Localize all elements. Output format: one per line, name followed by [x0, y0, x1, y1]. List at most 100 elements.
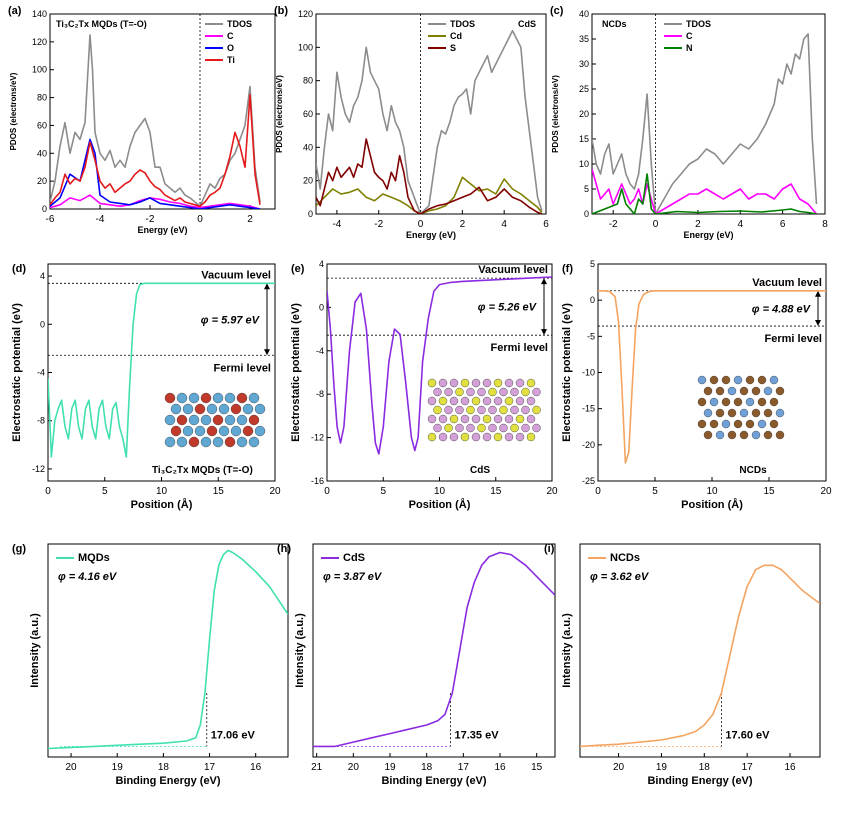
arrow-head-up: [264, 283, 270, 290]
atom: [200, 414, 212, 426]
work-function-label: φ = 4.88 eV: [752, 303, 812, 315]
y-tick-label: -5: [587, 331, 595, 341]
atom: [510, 387, 519, 397]
fermi-level-label: Fermi level: [491, 342, 548, 354]
atom: [230, 403, 242, 415]
x-tick-label: 2: [247, 214, 253, 225]
atom: [769, 419, 779, 429]
atom: [206, 403, 218, 415]
series-line-c: [50, 194, 261, 209]
atom: [248, 414, 260, 426]
atom: [521, 405, 530, 415]
series-line-ncds: [580, 564, 820, 748]
legend-entry: MQDs: [78, 552, 110, 564]
atom: [212, 414, 224, 426]
atom: [242, 403, 254, 415]
atom: [224, 414, 236, 426]
arrow-head-up: [541, 278, 547, 285]
x-tick-label: 16: [494, 762, 506, 773]
atom: [248, 436, 260, 448]
atom: [218, 425, 230, 437]
y-tick-label: -4: [37, 368, 45, 378]
atom: [471, 396, 481, 406]
y-tick-label: 20: [37, 176, 47, 186]
panel-label: (i): [544, 543, 555, 555]
y-tick-label: 4: [319, 259, 324, 269]
atom: [733, 375, 743, 385]
legend-entry: NCDs: [610, 552, 640, 564]
legend-entry: TDOS: [686, 19, 711, 29]
cutoff-label: 17.60 eV: [725, 729, 770, 741]
y-tick-label: -15: [582, 404, 595, 414]
atom: [775, 408, 785, 418]
atom: [697, 375, 707, 385]
atom: [709, 419, 719, 429]
series-group: [327, 276, 552, 455]
x-tick-label: 0: [418, 219, 424, 230]
atom: [212, 436, 224, 448]
x-tick-label: 6: [780, 219, 786, 230]
x-tick-label: 2: [695, 219, 701, 230]
atom: [206, 425, 218, 437]
y-tick-label: 60: [37, 120, 47, 130]
y-axis-label: PDOS (electrons/eV): [275, 75, 284, 153]
atom: [212, 392, 224, 404]
atom: [236, 414, 248, 426]
atom: [733, 397, 743, 407]
atom: [739, 386, 749, 396]
y-tick-label: -10: [582, 368, 595, 378]
series-group: [580, 564, 820, 748]
x-tick-label: 15: [213, 486, 225, 497]
panel-title: Ti₃C₂Tx MQDs (T=-O): [56, 19, 147, 29]
atom: [499, 387, 508, 397]
series-line-n: [592, 173, 817, 214]
structure-caption: NCDs: [739, 465, 767, 476]
series-line-tdos: [316, 29, 543, 214]
atom: [170, 425, 182, 437]
atom: [471, 432, 481, 442]
x-tick-label: 20: [66, 762, 78, 773]
x-tick-label: -4: [332, 219, 341, 230]
x-tick-label: 18: [421, 762, 433, 773]
series-line-tdos: [592, 33, 818, 214]
atom: [224, 436, 236, 448]
atom: [188, 436, 200, 448]
atom: [515, 414, 525, 424]
fermi-level-label: Fermi level: [765, 333, 822, 345]
series-line-s: [316, 138, 543, 214]
atom: [733, 419, 743, 429]
atom: [521, 423, 530, 433]
x-tick-label: 5: [102, 486, 108, 497]
work-function-label: φ = 5.97 eV: [201, 314, 261, 326]
x-tick-label: 15: [490, 486, 502, 497]
x-axis-label: Binding Energy (eV): [647, 775, 752, 787]
atom: [739, 408, 749, 418]
y-tick-label: 35: [579, 34, 589, 44]
panel-d: 0 5 10 15 20 -12 -8 -4 0 4 Position (Å) Electrostat…: [11, 263, 281, 511]
atom: [510, 405, 519, 415]
y-tick-label: 60: [303, 109, 313, 119]
x-tick-label: 0: [595, 486, 601, 497]
atom: [433, 423, 442, 433]
atom: [515, 432, 525, 442]
panel-i: 20 19 18 17 16 Binding Energy (eV) Intensity (…: [544, 543, 821, 787]
x-tick-label: 0: [197, 214, 203, 225]
work-function-label: φ = 4.16 eV: [58, 571, 118, 583]
y-tick-label: 0: [40, 319, 45, 329]
vacuum-level-label: Vacuum level: [478, 264, 548, 276]
x-tick-label: 4: [737, 219, 743, 230]
atom: [477, 387, 486, 397]
y-tick-label: 4: [40, 271, 45, 281]
atom: [515, 378, 525, 388]
atom: [471, 414, 481, 424]
series-group: [592, 33, 818, 214]
y-tick-label: 80: [303, 76, 313, 86]
atom: [745, 375, 755, 385]
y-axis-label: Intensity (a.u.): [294, 613, 306, 688]
atom: [466, 387, 475, 397]
y-axis-label: Electrostatic potential (eV): [11, 303, 23, 442]
x-tick-label: 15: [763, 486, 775, 497]
atom: [745, 419, 755, 429]
atom: [460, 432, 470, 442]
